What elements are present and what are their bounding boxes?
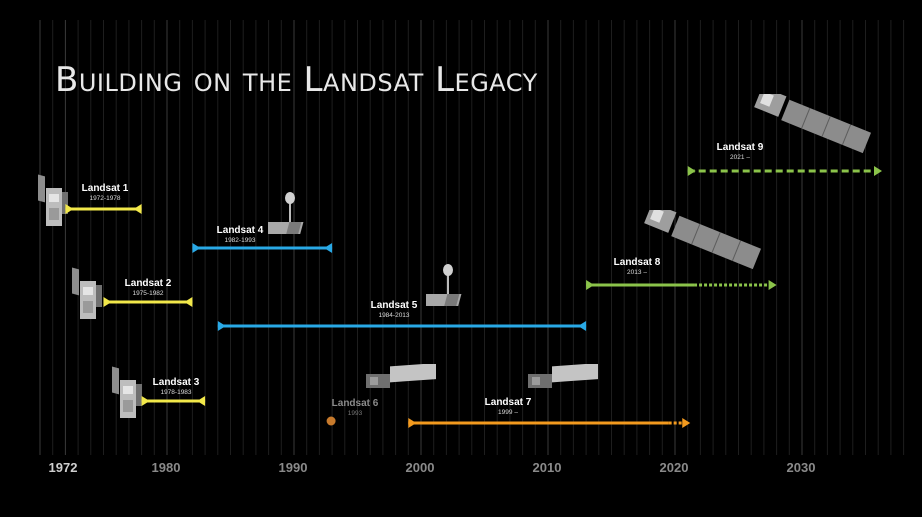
year-label-2030: 2030	[786, 460, 816, 475]
landsat-2-label: Landsat 2 1975-1982	[125, 278, 172, 297]
landsat-7-start-marker	[408, 418, 417, 428]
year-label-1990: 1990	[278, 460, 308, 475]
landsat-9-name: Landsat 9	[716, 142, 764, 153]
landsat-4-name: Landsat 4	[216, 225, 264, 236]
landsat-9-satellite-icon	[754, 94, 872, 154]
landsat-8-start-marker	[586, 280, 595, 290]
landsat-2-satellite-icon	[72, 267, 102, 319]
landsat-2-end-marker	[184, 297, 193, 307]
landsat-6-failed-launch-marker	[326, 416, 336, 426]
landsat-8-name: Landsat 8	[613, 257, 661, 268]
landsat-5-satellite-icon	[426, 264, 462, 306]
landsat-1-start-marker	[65, 204, 74, 214]
landsat-1-name: Landsat 1	[81, 183, 129, 194]
landsat-3-name: Landsat 3	[152, 377, 200, 388]
landsat-1-satellite-icon	[38, 174, 68, 226]
slide-title: Building on the Landsat Legacy	[55, 60, 538, 100]
landsat-4-end-marker	[324, 243, 333, 253]
landsat-2-years: 1975-1982	[132, 290, 164, 297]
landsat-9-start-marker	[687, 166, 696, 176]
landsat-1-years: 1972-1978	[89, 195, 121, 202]
landsat-3-satellite-icon	[112, 366, 142, 418]
landsat-5-end-marker	[578, 321, 587, 331]
year-label-2010: 2010	[532, 460, 562, 475]
landsat-6-label: Landsat 6 1993	[332, 398, 379, 417]
landsat-4-years: 1982-1993	[224, 237, 256, 244]
landsat-6-name: Landsat 6	[331, 398, 379, 409]
landsat-9-years: 2021 –	[730, 154, 750, 161]
year-label-2020: 2020	[659, 460, 689, 475]
landsat-5-years: 1984-2013	[378, 312, 410, 319]
landsat-1-label: Landsat 1 1972-1978	[82, 183, 129, 202]
landsat-1-end-marker	[133, 204, 142, 214]
year-label-1972: 1972	[48, 460, 78, 475]
landsat-3-years: 1978-1983	[160, 389, 192, 396]
landsat-4-label: Landsat 4 1982-1993	[217, 225, 264, 244]
landsat-4-start-marker	[192, 243, 201, 253]
landsat-9-arrowhead	[874, 166, 883, 176]
landsat-8-label: Landsat 8 2013 –	[614, 257, 661, 276]
landsat-3-end-marker	[197, 396, 206, 406]
landsat-5-start-marker	[217, 321, 226, 331]
landsat-7-satellite-icon	[528, 364, 598, 388]
landsat-6-satellite-icon	[366, 364, 436, 388]
landsat-2-name: Landsat 2	[124, 278, 172, 289]
landsat-8-years: 2013 –	[627, 269, 647, 276]
landsat-9-label: Landsat 9 2021 –	[717, 142, 764, 161]
landsat-8-arrowhead	[768, 280, 777, 290]
landsat-5-label: Landsat 5 1984-2013	[371, 300, 418, 319]
landsat-7-name: Landsat 7	[484, 397, 532, 408]
landsat-3-start-marker	[141, 396, 150, 406]
landsat-8-satellite-icon	[644, 210, 762, 270]
landsat-3-label: Landsat 3 1978-1983	[153, 377, 200, 396]
year-label-2000: 2000	[405, 460, 435, 475]
landsat-7-label: Landsat 7 1999 –	[485, 397, 532, 416]
year-label-1980: 1980	[151, 460, 181, 475]
landsat-7-years: 1999 –	[498, 409, 518, 416]
landsat-7-arrowhead	[682, 418, 691, 428]
landsat-2-start-marker	[103, 297, 112, 307]
landsat-4-satellite-icon	[268, 192, 304, 234]
landsat-6-years: 1993	[347, 410, 363, 417]
landsat-5-name: Landsat 5	[370, 300, 418, 311]
